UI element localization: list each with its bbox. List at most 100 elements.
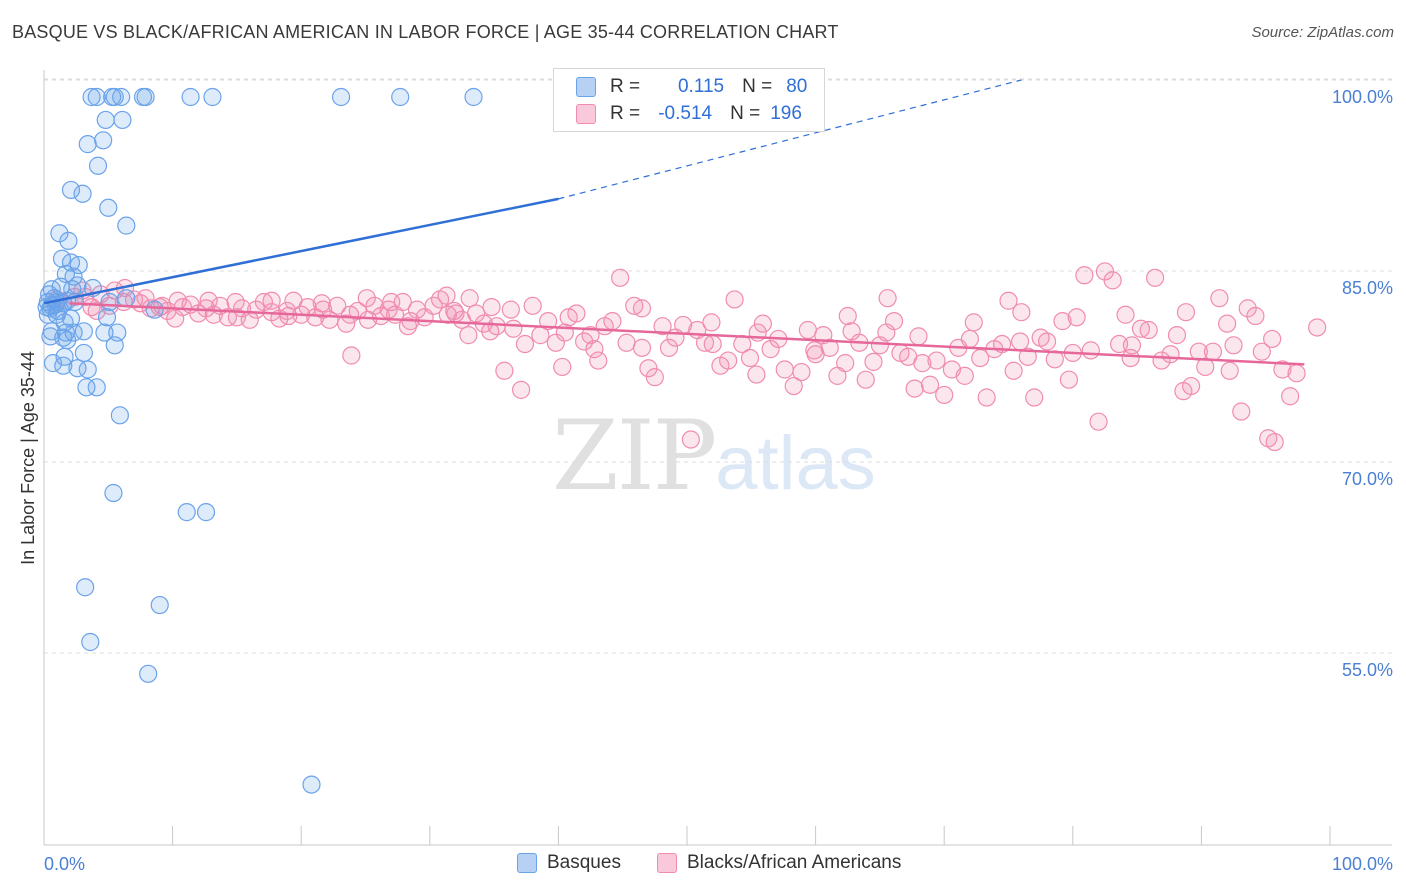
blacks-point xyxy=(254,292,274,312)
blacks-trend-line xyxy=(69,302,1305,366)
y-tick-label: 70.0% xyxy=(1342,469,1393,489)
basques-point xyxy=(99,198,118,217)
blacks-point xyxy=(487,317,506,336)
blacks-point xyxy=(1210,289,1229,308)
blacks-point xyxy=(1232,402,1251,421)
blacks-point xyxy=(1161,345,1180,364)
blacks-point xyxy=(1252,342,1271,361)
blacks-point xyxy=(864,352,883,371)
blacks-point xyxy=(1067,308,1086,327)
basques-point xyxy=(96,110,115,130)
basques-point xyxy=(117,289,136,308)
blacks-point xyxy=(342,346,361,365)
blacks-point xyxy=(905,379,924,398)
blacks-point xyxy=(1146,268,1165,287)
blacks-point xyxy=(1238,299,1257,318)
blacks-point xyxy=(645,368,664,387)
y-axis-label: In Labor Force | Age 35-44 xyxy=(18,351,38,565)
blacks-point xyxy=(806,345,825,364)
blacks-point xyxy=(1218,314,1237,333)
basques-point xyxy=(150,595,169,615)
blacks-point xyxy=(589,351,608,370)
blacks-point xyxy=(1012,303,1031,322)
legend-row-basques: R = 0.115 N = 80 xyxy=(576,74,807,100)
blacks-point xyxy=(659,338,679,357)
blacks-point xyxy=(515,334,535,354)
basques-point xyxy=(87,378,106,397)
blacks-point xyxy=(313,300,333,319)
basques-point xyxy=(105,336,124,355)
blacks-point xyxy=(262,291,281,310)
blacks-point xyxy=(725,290,744,309)
blacks-point xyxy=(504,319,523,338)
y-tick-labels: 100.0% 85.0% 70.0% 55.0% xyxy=(1332,87,1393,680)
blacks-point xyxy=(753,314,772,333)
blacks-point xyxy=(312,294,331,313)
blacks-point xyxy=(1308,318,1327,337)
blacks-point xyxy=(611,268,630,287)
blacks-point xyxy=(960,329,980,349)
blacks-point xyxy=(838,306,857,326)
basques-point xyxy=(145,300,164,319)
basques-point xyxy=(54,356,73,375)
blacks-point xyxy=(935,385,954,405)
basques-point xyxy=(76,578,95,597)
blacks-point xyxy=(603,312,622,331)
blacks-point xyxy=(632,338,652,357)
basques-point xyxy=(95,323,114,342)
blacks-point xyxy=(913,354,932,373)
blacks-point xyxy=(1018,347,1037,366)
blacks-point xyxy=(681,430,700,449)
blacks-point xyxy=(653,317,672,336)
blacks-point xyxy=(878,289,897,308)
watermark-zip: ZIP xyxy=(552,400,717,512)
blacks-point xyxy=(1265,432,1284,452)
blacks-swatch-icon xyxy=(576,104,596,124)
basques-point xyxy=(69,255,88,275)
basques-point xyxy=(81,632,100,652)
blacks-point xyxy=(632,299,652,318)
basques-n-label: N = xyxy=(742,76,773,97)
blacks-point xyxy=(761,340,780,359)
blacks-point xyxy=(279,306,298,326)
blacks-point xyxy=(446,304,465,323)
blacks-point xyxy=(1103,271,1122,290)
blacks-point xyxy=(703,334,722,354)
blacks-point xyxy=(877,323,896,342)
blacks-point xyxy=(1246,306,1265,326)
y-tick-label: 55.0% xyxy=(1342,660,1393,680)
blacks-legend-label: Blacks/African Americans xyxy=(687,852,902,873)
blacks-point xyxy=(340,305,360,324)
basques-n-value: 80 xyxy=(786,76,808,97)
blacks-point xyxy=(337,314,356,333)
basques-point xyxy=(59,231,78,250)
blacks-point xyxy=(639,359,658,378)
y-tick-label: 100.0% xyxy=(1332,87,1393,107)
blacks-point xyxy=(927,351,946,370)
blacks-point xyxy=(585,340,604,359)
basques-points xyxy=(37,87,483,794)
blacks-point xyxy=(168,291,187,310)
basques-point xyxy=(110,406,129,425)
basques-point xyxy=(177,503,196,522)
blacks-point xyxy=(1167,326,1187,345)
blacks-point xyxy=(1281,387,1300,406)
blacks-point xyxy=(512,380,531,399)
blacks-legend-icon xyxy=(657,853,677,873)
watermark: ZIPatlas xyxy=(552,400,876,512)
basques-point xyxy=(105,87,124,107)
x-tick-label: 100.0% xyxy=(1332,854,1393,874)
blacks-point xyxy=(328,296,347,315)
basques-point xyxy=(78,135,97,154)
bottom-legend-basques: Basques xyxy=(517,852,621,874)
basques-trend-extension xyxy=(558,79,1022,200)
basques-trend-line xyxy=(43,197,559,305)
basques-point xyxy=(68,276,87,295)
basques-point xyxy=(82,87,101,107)
blacks-point xyxy=(546,333,565,352)
basques-legend-icon xyxy=(517,853,537,873)
blacks-point xyxy=(357,289,376,308)
basques-legend-label: Basques xyxy=(547,852,621,873)
basques-point xyxy=(61,180,81,200)
blacks-point xyxy=(1037,332,1057,351)
